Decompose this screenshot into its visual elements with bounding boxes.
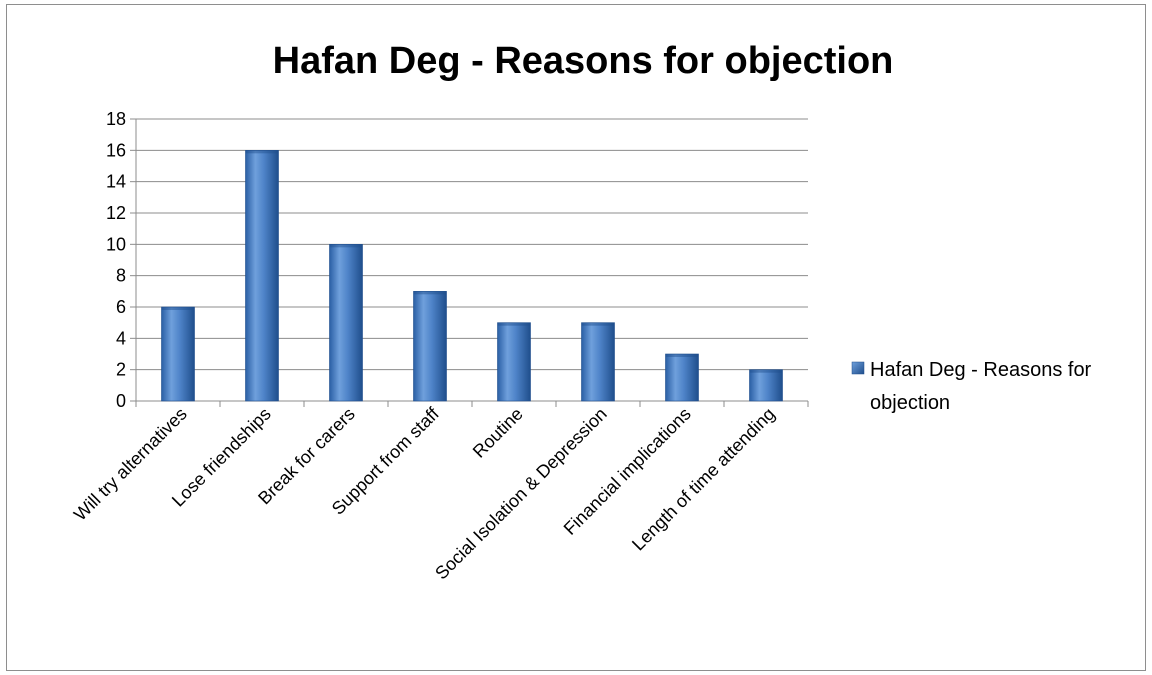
y-tick-label: 12 <box>106 203 126 223</box>
bar-break-for-carers <box>329 244 363 402</box>
legend: Hafan Deg - Reasons for objection <box>851 359 1092 414</box>
bar-cap <box>665 354 699 357</box>
bar-cap <box>161 307 195 310</box>
chart-title: Hafan Deg - Reasons for objection <box>273 40 894 82</box>
axes <box>135 119 809 407</box>
y-tick-label: 4 <box>116 328 126 348</box>
legend-label-line-1: Hafan Deg - Reasons for <box>870 359 1092 381</box>
y-tick-label: 8 <box>116 266 126 286</box>
y-axis-ticks: 0 2 4 6 8 10 12 14 16 18 <box>106 109 136 411</box>
y-tick-label: 2 <box>116 360 126 380</box>
x-category-label: Will try alternatives <box>70 404 191 525</box>
x-category-label: Length of time attending <box>628 404 779 555</box>
legend-label-line-2: objection <box>870 392 950 414</box>
legend-swatch <box>851 361 865 375</box>
x-category-label: Routine <box>469 404 527 462</box>
bar-cap <box>497 322 531 326</box>
bar-support-from-staff <box>413 291 447 402</box>
bar-cap <box>329 244 363 248</box>
bars <box>161 150 783 402</box>
y-tick-label: 6 <box>116 297 126 317</box>
chart-frame <box>6 4 1146 671</box>
bar-financial-implications <box>665 353 699 402</box>
gridlines <box>136 118 808 371</box>
y-tick-label: 10 <box>106 234 126 254</box>
bar-will-try-alternatives <box>161 306 195 402</box>
y-tick-label: 18 <box>106 109 126 129</box>
bar-lose-friendships <box>245 150 279 402</box>
bar-length-of-time-attending <box>749 369 783 402</box>
bar-social-isolation-depression <box>581 322 615 402</box>
bar-routine <box>497 322 531 402</box>
y-tick-label: 16 <box>106 140 126 160</box>
bar-cap <box>581 322 615 326</box>
bar-cap <box>749 369 783 373</box>
x-category-label: Social Isolation & Depression <box>431 404 611 584</box>
bar-cap <box>413 291 447 295</box>
bar-cap <box>245 150 279 154</box>
y-tick-label: 0 <box>116 391 126 411</box>
y-tick-label: 14 <box>106 172 126 192</box>
